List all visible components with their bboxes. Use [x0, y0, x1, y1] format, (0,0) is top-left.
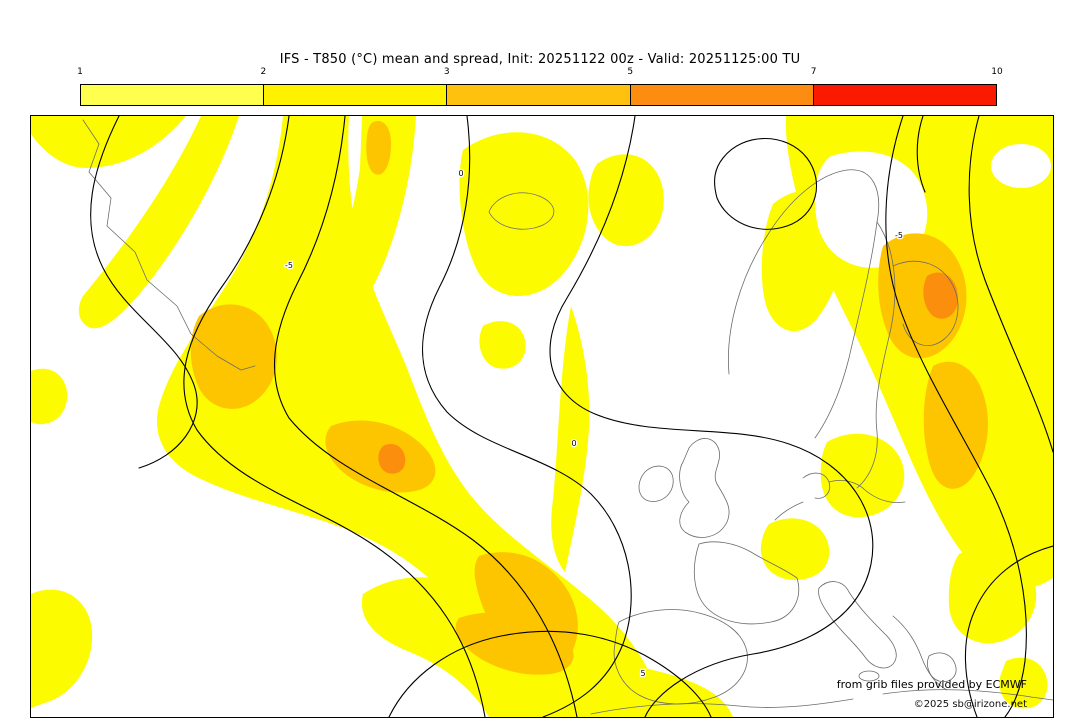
contour-label: -5 [285, 261, 293, 270]
colorbar-segment [264, 85, 448, 105]
colorbar-tick-label: 10 [991, 67, 1003, 77]
colorbar-tick-label: 1 [77, 67, 83, 77]
colorbar-tick-label: 5 [627, 67, 634, 77]
colorbar-segment [447, 85, 631, 105]
contour-label: 0 [571, 439, 576, 448]
coastlines [82, 119, 1053, 715]
map-canvas: -5 0 0 -5 5 [31, 116, 1053, 717]
spread-shading-deep-orange [378, 272, 958, 474]
credit-copyright: ©2025 sb@irizone.net [913, 699, 1027, 710]
colorbar-segment [813, 85, 997, 105]
colorbar-tick-label: 2 [260, 67, 267, 77]
contour-label: 0 [458, 169, 463, 178]
colorbar [80, 84, 997, 106]
colorbar-tick-label: 7 [810, 67, 817, 77]
forecast-map: -5 0 0 -5 5 from grib files provided by ECMW… [30, 115, 1054, 718]
colorbar-ticks: 1 2 3 5 7 10 [77, 67, 1003, 80]
contour-labels: -5 0 0 -5 5 [284, 168, 904, 680]
credit-ecmwf: from grib files provided by ECMWF [836, 678, 1027, 691]
colorbar-tick-label: 3 [443, 67, 450, 77]
colorbar-segment [81, 85, 265, 105]
map-title: IFS - T850 (°C) mean and spread, Init: 2… [279, 52, 801, 67]
colorbar-segment [630, 85, 814, 105]
contour-label: -5 [895, 231, 903, 240]
contour-label: 5 [640, 669, 645, 678]
temperature-contours [90, 116, 1053, 717]
